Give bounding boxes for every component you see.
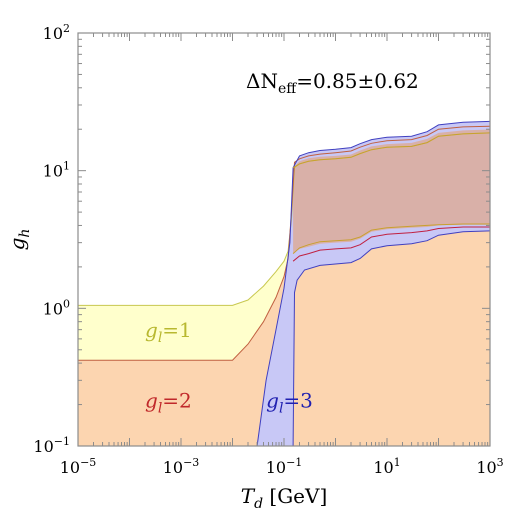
series-label-2: gl=2 — [145, 389, 192, 417]
series-label-1: gl=1 — [145, 318, 192, 346]
x-axis-title: Td [GeV] — [241, 484, 328, 512]
y-axis-title-base: g — [5, 238, 29, 251]
x-axis-title-sub: d — [254, 496, 263, 512]
delta-neff-annotation: ΔNeff=0.85±0.62 — [246, 69, 419, 97]
annotation-main: ΔN — [246, 69, 278, 93]
annotation-sub: eff — [278, 81, 297, 97]
series-label-3: gl=3 — [266, 389, 313, 417]
y-axis-title-sub: h — [17, 229, 33, 238]
x-axis-title-unit: [GeV] — [263, 484, 327, 508]
annotation-rest: =0.85±0.62 — [296, 69, 419, 93]
